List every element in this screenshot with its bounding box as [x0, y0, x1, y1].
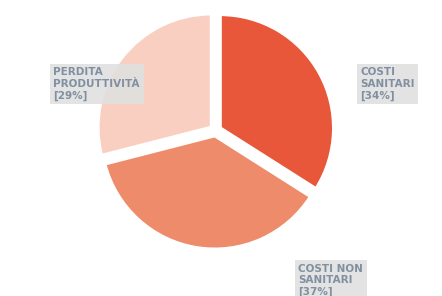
Text: PERDITA
PRODUTTIVITÀ
[29%]: PERDITA PRODUTTIVITÀ [29%] [53, 67, 140, 101]
Wedge shape [220, 15, 334, 189]
Wedge shape [105, 136, 311, 249]
Text: COSTI
SANITARI
[34%]: COSTI SANITARI [34%] [360, 67, 415, 101]
Text: COSTI NON
SANITARI
[37%]: COSTI NON SANITARI [37%] [298, 263, 363, 296]
Wedge shape [98, 14, 211, 156]
